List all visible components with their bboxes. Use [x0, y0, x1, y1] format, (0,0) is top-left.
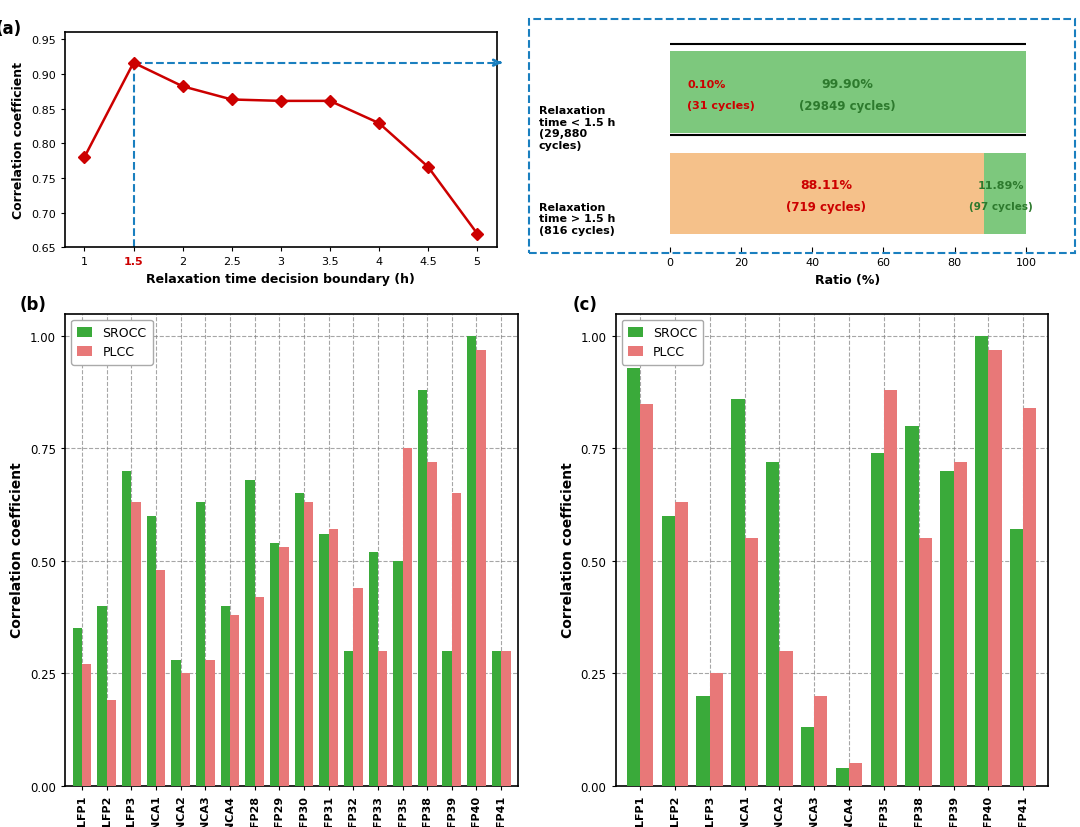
Bar — [836, 767, 849, 786]
Bar — [988, 350, 1001, 786]
Text: 99.90%: 99.90% — [822, 79, 874, 91]
Bar — [220, 606, 230, 786]
Legend: SROCC, PLCC: SROCC, PLCC — [71, 321, 152, 366]
Bar — [320, 534, 328, 786]
Y-axis label: Correlation coefficient: Correlation coefficient — [13, 62, 26, 219]
Bar — [849, 763, 862, 786]
X-axis label: Ratio (%): Ratio (%) — [815, 274, 880, 286]
Bar — [984, 154, 1026, 235]
Bar — [280, 547, 288, 786]
Text: 0.10%: 0.10% — [688, 79, 726, 89]
Y-axis label: Correlation coefficient: Correlation coefficient — [561, 462, 575, 638]
Bar — [919, 538, 932, 786]
Bar — [205, 660, 215, 786]
Bar — [303, 503, 313, 786]
Text: 11.89%: 11.89% — [977, 181, 1024, 191]
Bar — [255, 597, 264, 786]
Text: (b): (b) — [19, 295, 46, 313]
Bar — [180, 673, 190, 786]
Bar — [195, 503, 205, 786]
Bar — [328, 530, 338, 786]
Bar — [954, 462, 967, 786]
Bar — [801, 727, 814, 786]
Bar — [766, 462, 780, 786]
Bar — [814, 696, 827, 786]
Text: (a): (a) — [0, 20, 22, 38]
Y-axis label: Correlation coefficient: Correlation coefficient — [10, 462, 24, 638]
Bar — [675, 503, 688, 786]
Bar — [393, 562, 403, 786]
Bar — [107, 700, 116, 786]
Bar — [72, 629, 82, 786]
Bar — [132, 503, 140, 786]
Bar — [443, 651, 451, 786]
Bar — [147, 516, 156, 786]
Bar — [245, 480, 255, 786]
X-axis label: Relaxation time decision boundary (h): Relaxation time decision boundary (h) — [147, 273, 415, 285]
Bar — [662, 516, 675, 786]
Bar — [744, 538, 758, 786]
Bar — [343, 651, 353, 786]
Text: (c): (c) — [572, 295, 597, 313]
Bar — [428, 462, 436, 786]
Text: (97 cycles): (97 cycles) — [969, 203, 1032, 213]
Bar — [270, 543, 280, 786]
Bar — [353, 588, 363, 786]
Bar — [468, 337, 476, 786]
Bar — [975, 337, 988, 786]
Text: Relaxation
time < 1.5 h
(29,880
cycles): Relaxation time < 1.5 h (29,880 cycles) — [539, 106, 616, 151]
Bar — [670, 52, 1026, 134]
Bar — [870, 453, 883, 786]
Bar — [731, 399, 744, 786]
Bar — [97, 606, 107, 786]
Bar — [697, 696, 710, 786]
Bar — [418, 390, 428, 786]
Bar — [905, 427, 919, 786]
Bar — [501, 651, 511, 786]
Bar — [378, 651, 388, 786]
Bar — [640, 404, 653, 786]
Bar — [491, 651, 501, 786]
Bar — [230, 615, 240, 786]
Text: (719 cycles): (719 cycles) — [786, 201, 866, 213]
Bar — [941, 471, 954, 786]
Bar — [710, 673, 723, 786]
Bar — [780, 651, 793, 786]
Bar — [172, 660, 180, 786]
Bar — [883, 390, 897, 786]
Text: (29849 cycles): (29849 cycles) — [799, 100, 896, 112]
Bar — [476, 350, 486, 786]
Text: 88.11%: 88.11% — [800, 179, 852, 192]
Bar — [295, 494, 303, 786]
Bar — [626, 368, 640, 786]
Bar — [451, 494, 461, 786]
Bar — [403, 449, 411, 786]
Bar — [670, 154, 984, 235]
Bar — [1023, 409, 1037, 786]
Bar — [368, 552, 378, 786]
Bar — [82, 664, 92, 786]
Bar — [1010, 530, 1023, 786]
Bar — [156, 570, 165, 786]
Bar — [122, 471, 132, 786]
Legend: SROCC, PLCC: SROCC, PLCC — [622, 321, 703, 366]
Text: Relaxation
time > 1.5 h
(816 cycles): Relaxation time > 1.5 h (816 cycles) — [539, 203, 616, 236]
Text: (31 cycles): (31 cycles) — [688, 101, 755, 111]
